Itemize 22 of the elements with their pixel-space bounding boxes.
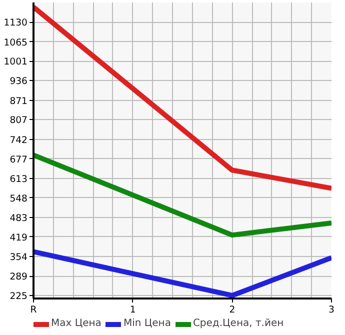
y-tick-label: 677 xyxy=(10,154,28,166)
x-tick-label: 3 xyxy=(328,304,335,316)
y-tick-label: 1065 xyxy=(4,37,28,48)
y-tick-label: 289 xyxy=(10,272,28,283)
legend-label: Max Цена xyxy=(51,318,102,329)
y-tick-label: 871 xyxy=(10,96,28,107)
y-tick-label: 225 xyxy=(10,290,28,302)
y-tick-label: 807 xyxy=(10,115,28,126)
y-tick-label: 483 xyxy=(10,213,28,224)
y-tick-label: 1130 xyxy=(4,18,28,29)
y-tick-label: 354 xyxy=(10,252,28,264)
y-tick-label: 1001 xyxy=(4,56,28,68)
y-tick-label: 613 xyxy=(10,174,28,185)
x-tick-label: 1 xyxy=(130,304,136,316)
legend-label: Min Цена xyxy=(123,318,171,329)
y-tick-label: 742 xyxy=(10,134,28,146)
legend-label: Сред.Цена, т.йен xyxy=(192,318,284,329)
y-tick-label: 419 xyxy=(10,232,28,244)
x-tick-label: 2 xyxy=(229,304,236,316)
y-tick-label: 936 xyxy=(10,76,28,88)
x-tick-label: R xyxy=(30,304,38,316)
y-tick-label: 548 xyxy=(10,193,28,204)
